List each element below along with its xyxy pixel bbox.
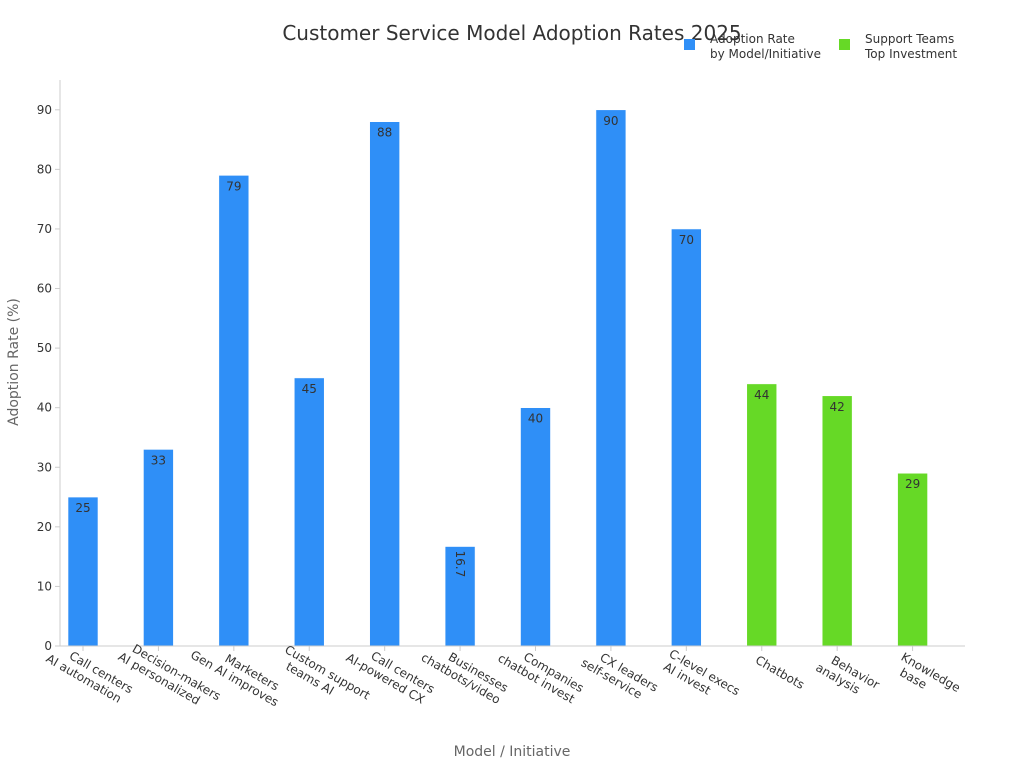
bar xyxy=(897,472,928,647)
y-tick-label: 80 xyxy=(37,162,52,176)
data-label: 42 xyxy=(830,400,845,414)
bar xyxy=(520,407,551,647)
bar xyxy=(444,546,476,647)
data-label: 45 xyxy=(302,382,317,396)
axes-group xyxy=(59,80,965,647)
data-label: 25 xyxy=(75,501,90,515)
y-tick-label: 10 xyxy=(37,579,52,593)
bars-group xyxy=(67,109,928,647)
legend-label: Adoption Rate xyxy=(710,32,795,46)
x-tick-label-line: Chatbots xyxy=(753,653,807,692)
legend-label: Support Teams xyxy=(865,32,954,46)
y-tick-label: 30 xyxy=(37,460,52,474)
y-tick-label: 50 xyxy=(37,341,52,355)
x-tick-label: Chatbots xyxy=(753,653,807,692)
data-label: 33 xyxy=(151,453,166,467)
bar xyxy=(369,121,400,647)
y-tick-label: 70 xyxy=(37,222,52,236)
data-label: 40 xyxy=(528,412,543,426)
bar xyxy=(218,175,250,647)
y-tick-label: 0 xyxy=(44,639,52,653)
legend-swatch xyxy=(684,39,695,50)
bar xyxy=(67,496,99,647)
data-label: 88 xyxy=(377,126,392,140)
y-tick-label: 60 xyxy=(37,282,52,296)
bar xyxy=(293,377,325,647)
bar xyxy=(595,109,627,647)
y-ticks-group: 0 10 20 30 40 50 60 70 80 90 xyxy=(37,103,60,653)
data-label: 79 xyxy=(226,179,241,193)
bar xyxy=(143,449,174,647)
chart-title: Customer Service Model Adoption Rates 20… xyxy=(282,21,741,45)
legend-swatch xyxy=(839,39,850,50)
data-labels-group: 25 33 79 45 88 16.7 40 90 70 44 42 29 xyxy=(75,114,920,577)
y-tick-label: 90 xyxy=(37,103,52,117)
y-axis-title: Adoption Rate (%) xyxy=(6,298,22,426)
x-axis-title: Model / Initiative xyxy=(454,744,571,760)
bar xyxy=(821,395,853,647)
data-label: 70 xyxy=(679,233,694,247)
data-label: 90 xyxy=(603,114,618,128)
y-tick-label: 40 xyxy=(37,401,52,415)
bar xyxy=(671,228,702,647)
data-label: 44 xyxy=(754,388,769,402)
bar xyxy=(746,383,778,647)
data-label: 29 xyxy=(905,477,920,491)
y-tick-label: 20 xyxy=(37,520,52,534)
legend-label: by Model/Initiative xyxy=(710,47,821,61)
data-label: 16.7 xyxy=(453,551,467,578)
legend-label: Top Investment xyxy=(864,47,957,61)
